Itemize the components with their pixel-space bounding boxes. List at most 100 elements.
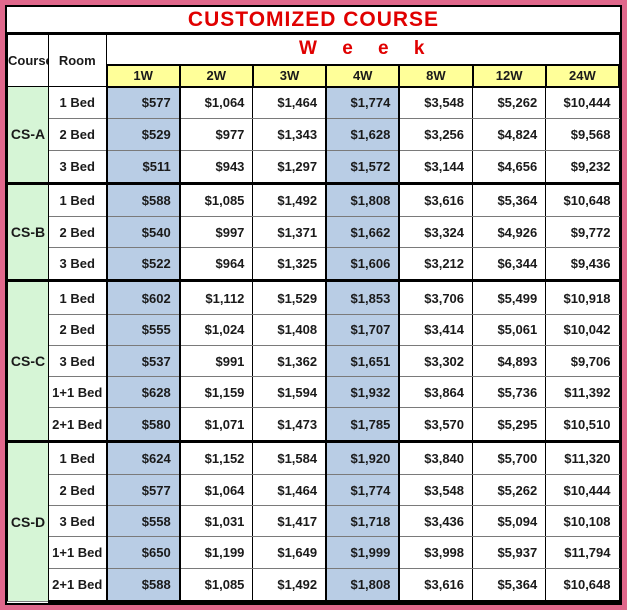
price-cell: $3,840 [398, 439, 474, 475]
price-cell: $5,499 [472, 279, 547, 315]
week-column-header-24w: 24W [544, 63, 620, 88]
price-cell: $3,548 [398, 85, 474, 120]
price-cell: $558 [105, 505, 181, 538]
price-cell: $11,794 [545, 536, 620, 569]
price-cell: $3,212 [398, 247, 474, 282]
price-cell: $964 [179, 247, 254, 282]
table-row: 2 Bed $529 $977 $1,343 $1,628 $3,256 $4,824 $9,… [8, 118, 620, 151]
room-cell: 1 Bed [48, 279, 107, 315]
price-cell: $1,024 [179, 313, 254, 346]
price-cell: $3,548 [398, 473, 474, 507]
table-row: 2+1 Bed $588 $1,085 $1,492 $1,808 $3,616 $5,36… [8, 567, 620, 603]
price-cell: $511 [105, 149, 181, 184]
room-cell: 3 Bed [48, 344, 107, 378]
table-row: 2+1 Bed $580 $1,071 $1,473 $1,785 $3,570 $5,29… [8, 407, 620, 442]
price-cell: $1,343 [252, 118, 327, 151]
price-cell: $10,042 [545, 313, 620, 346]
week-column-header-4w: 4W [325, 63, 401, 88]
price-cell: $3,436 [398, 505, 474, 538]
price-cell: $1,853 [325, 279, 401, 315]
price-cell: $3,998 [398, 536, 474, 569]
price-cell: $10,108 [545, 505, 620, 538]
week-group-header: W e e k [106, 34, 620, 65]
price-cell: $4,926 [472, 215, 547, 249]
room-cell: 1+1 Bed [48, 536, 107, 569]
price-cell: $1,085 [179, 567, 254, 603]
price-cell: $1,408 [252, 313, 327, 346]
price-cell: $3,706 [398, 279, 474, 315]
price-cell: $1,325 [252, 247, 327, 282]
price-cell: $537 [105, 344, 181, 378]
price-cell: $1,808 [325, 181, 401, 217]
price-cell: $5,262 [472, 85, 547, 120]
course-cell: CS-D [7, 439, 49, 603]
price-cell: $1,628 [325, 118, 401, 151]
price-cell: $1,199 [179, 536, 254, 569]
course-cell: CS-A [7, 86, 49, 184]
price-cell: $977 [179, 118, 254, 151]
price-cell: $5,364 [472, 567, 547, 603]
room-column-header: Room [48, 34, 107, 87]
room-cell: 3 Bed [48, 247, 107, 282]
price-cell: $1,152 [179, 439, 254, 475]
price-cell: $4,824 [472, 118, 547, 151]
price-cell: $628 [105, 376, 181, 409]
price-cell: $991 [179, 344, 254, 378]
price-cell: $1,662 [325, 215, 401, 249]
price-cell: $1,371 [252, 215, 327, 249]
price-cell: $5,094 [472, 505, 547, 538]
price-cell: $5,295 [472, 407, 547, 442]
price-cell: $4,893 [472, 344, 547, 378]
table-row: CS-C 1 Bed $602 $1,112 $1,529 $1,853 $3,706 $5,… [7, 279, 620, 442]
page-title: CUSTOMIZED COURSE [7, 7, 620, 34]
price-cell: $1,473 [252, 407, 327, 442]
price-cell: $577 [105, 85, 181, 120]
price-cell: $1,464 [252, 85, 327, 120]
week-column-header-1w: 1W [105, 63, 181, 88]
price-cell: $529 [105, 118, 181, 151]
price-cell: $3,414 [398, 313, 474, 346]
table-row: 3 Bed $522 $964 $1,325 $1,606 $3,212 $6,344 $9,… [8, 247, 620, 282]
price-cell: $4,656 [472, 149, 547, 184]
pricing-table: Course Room W e e k 1W 2W 3W 4W 8W 12W 2… [7, 34, 620, 603]
price-cell: $588 [105, 181, 181, 217]
price-cell: $5,262 [472, 473, 547, 507]
price-cell: $1,112 [179, 279, 254, 315]
table-row: 3 Bed $537 $991 $1,362 $1,651 $3,302 $4,893 $9,… [8, 344, 620, 378]
room-cell: 3 Bed [48, 149, 107, 184]
price-cell: $1,031 [179, 505, 254, 538]
price-cell: $5,061 [472, 313, 547, 346]
room-cell: 1+1 Bed [48, 376, 107, 409]
price-cell: $5,700 [472, 439, 547, 475]
price-cell: $9,436 [545, 247, 620, 282]
price-cell: $3,302 [398, 344, 474, 378]
price-cell: $9,232 [545, 149, 620, 184]
price-cell: $1,774 [325, 473, 401, 507]
price-cell: $6,344 [472, 247, 547, 282]
week-column-header-8w: 8W [398, 63, 474, 88]
room-cell: 1 Bed [48, 439, 107, 475]
price-cell: $5,937 [472, 536, 547, 569]
price-cell: $1,920 [325, 439, 401, 475]
price-cell: $1,085 [179, 181, 254, 217]
price-cell: $11,392 [545, 376, 620, 409]
price-cell: $1,999 [325, 536, 401, 569]
table-row: 2 Bed $540 $997 $1,371 $1,662 $3,324 $4,926 $9,… [8, 215, 620, 249]
price-cell: $3,256 [398, 118, 474, 151]
price-cell: $10,648 [545, 181, 620, 217]
price-cell: $1,594 [252, 376, 327, 409]
table-row: CS-D 1 Bed $624 $1,152 $1,584 $1,920 $3,840 $5,… [7, 439, 620, 603]
room-cell: 2 Bed [48, 313, 107, 346]
room-cell: 2 Bed [48, 473, 107, 507]
room-cell: 3 Bed [48, 505, 107, 538]
price-cell: $10,444 [545, 85, 620, 120]
price-cell: $1,774 [325, 85, 401, 120]
price-cell: $1,064 [179, 85, 254, 120]
table-row: CS-B 1 Bed $588 $1,085 $1,492 $1,808 $3,616 $5,… [7, 181, 620, 282]
table-row: CS-A 1 Bed $577 $1,064 $1,464 $1,774 $3,548 $5,… [7, 85, 620, 184]
price-cell: $1,492 [252, 567, 327, 603]
table-body: CS-A 1 Bed $577 $1,064 $1,464 $1,774 $3,548 $5,… [7, 85, 620, 603]
price-cell: $10,918 [545, 279, 620, 315]
price-cell: $1,464 [252, 473, 327, 507]
